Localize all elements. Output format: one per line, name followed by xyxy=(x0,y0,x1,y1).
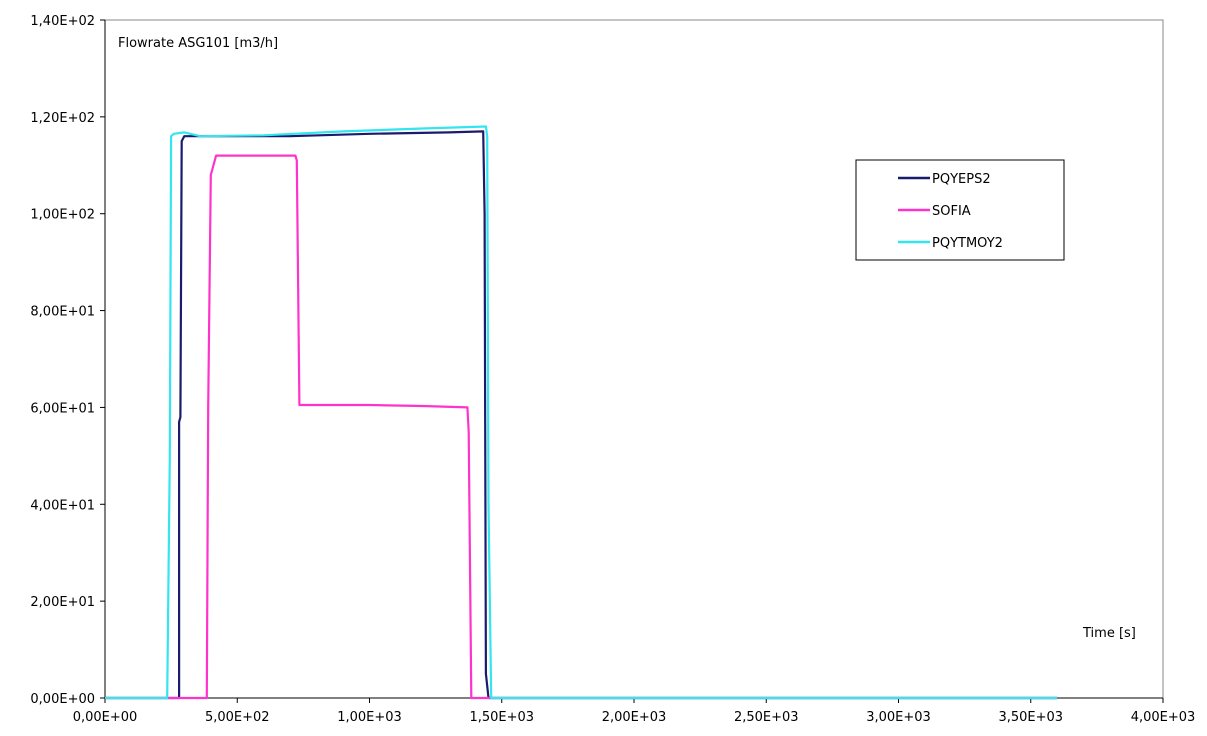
y-tick-label: 4,00E+01 xyxy=(30,498,95,513)
legend: PQYEPS2 SOFIA PQYTMOY2 xyxy=(855,159,1065,261)
x-tick-label: 2,50E+03 xyxy=(734,710,799,725)
y-tick-label: 1,40E+02 xyxy=(30,14,95,29)
chart-title: Flowrate ASG101 [m3/h] xyxy=(118,36,278,51)
x-tick-label: 3,00E+03 xyxy=(866,710,931,725)
x-tick-label: 1,50E+03 xyxy=(469,710,534,725)
y-tick-label: 2,00E+01 xyxy=(30,595,95,610)
y-tick-label: 0,00E+00 xyxy=(30,692,95,707)
y-axis: 0,00E+00 2,00E+01 4,00E+01 6,00E+01 8,00E+01… xyxy=(30,14,106,707)
y-tick-label: 1,20E+02 xyxy=(30,111,95,126)
plot-border xyxy=(104,19,1164,699)
plot-area xyxy=(104,19,1164,699)
series-line-sofia xyxy=(105,154,1058,700)
legend-label-sofia: SOFIA xyxy=(932,204,971,219)
x-tick-label: 3,50E+03 xyxy=(998,710,1063,725)
y-tick-label: 8,00E+01 xyxy=(30,305,95,320)
x-tick-label: 1,00E+03 xyxy=(337,710,402,725)
legend-label-pqyeps2: PQYEPS2 xyxy=(932,172,991,187)
x-tick-label: 5,00E+02 xyxy=(205,710,270,725)
series-layer xyxy=(105,125,1058,700)
x-axis: 0,00E+00 5,00E+02 1,00E+03 1,50E+03 2,00E+03… xyxy=(73,697,1196,725)
x-axis-label: Time [s] xyxy=(1082,626,1136,641)
x-tick-label: 0,00E+00 xyxy=(73,710,138,725)
legend-box xyxy=(855,159,1065,261)
y-tick-label: 6,00E+01 xyxy=(30,401,95,416)
series-line-pqytmoy2 xyxy=(105,125,1058,700)
y-tick-label: 1,00E+02 xyxy=(30,208,95,223)
x-tick-label: 2,00E+03 xyxy=(602,710,667,725)
legend-label-pqytmoy2: PQYTMOY2 xyxy=(932,236,1003,251)
x-tick-label: 4,00E+03 xyxy=(1131,710,1196,725)
